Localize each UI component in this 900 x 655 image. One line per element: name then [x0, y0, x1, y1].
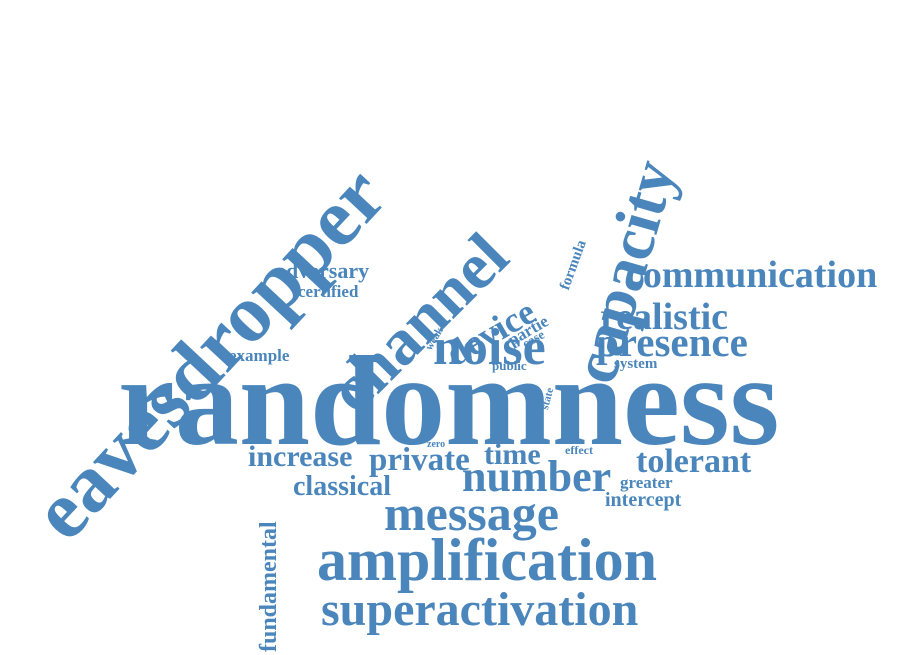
- word-increase: increase: [248, 440, 353, 473]
- word-realistic: realistic: [600, 296, 729, 338]
- word-zero: zero: [427, 439, 446, 450]
- word-number: number: [462, 452, 612, 501]
- word-certified: certified: [298, 282, 359, 301]
- word-intercept: intercept: [605, 489, 682, 511]
- word-classical: classical: [293, 471, 391, 502]
- word-tolerant: tolerant: [636, 443, 752, 480]
- word-system: system: [614, 356, 658, 372]
- word-greater: greater: [620, 473, 673, 492]
- word-noise: noise: [433, 319, 546, 376]
- word-private: private: [369, 442, 470, 478]
- word-fundamental: fundamental: [256, 521, 282, 652]
- word-randomness: randomness: [118, 330, 780, 472]
- word-amplification: amplification: [317, 527, 657, 593]
- word-example: example: [229, 346, 290, 365]
- word-communication: communication: [626, 254, 878, 296]
- word-superactivation: superactivation: [321, 583, 639, 636]
- word-message: message: [384, 485, 559, 541]
- word-presence: presence: [596, 319, 748, 365]
- word-adversary: adversary: [275, 258, 370, 283]
- word-time: time: [484, 438, 541, 471]
- word-public: public: [492, 358, 527, 373]
- word-effect: effect: [565, 443, 593, 457]
